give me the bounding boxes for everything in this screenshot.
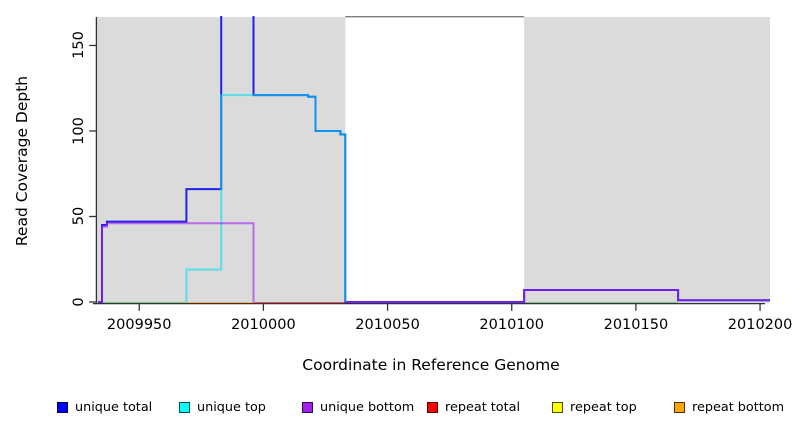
- legend-swatch-icon: [427, 401, 438, 413]
- x-axis-title: Coordinate in Reference Genome: [302, 356, 560, 374]
- x-tick-label: 2010000: [231, 317, 296, 333]
- y-tick-label: 50: [71, 207, 87, 226]
- legend-item: unique bottom: [302, 399, 414, 415]
- x-tick-label: 2010200: [727, 317, 792, 333]
- legend-label: repeat top: [570, 399, 637, 415]
- repeat-region-right: [524, 17, 770, 304]
- legend-swatch-icon: [552, 401, 563, 413]
- x-tick-label: 2010100: [479, 317, 545, 333]
- legend-label: unique total: [75, 399, 153, 415]
- legend-label: repeat total: [445, 399, 521, 415]
- legend-item: repeat bottom: [674, 399, 784, 415]
- legend-label: unique top: [197, 399, 266, 415]
- legend-item: repeat total: [427, 399, 520, 415]
- y-tick-label: 0: [71, 297, 87, 307]
- series-unique-bottom-line-right: [345, 289, 770, 303]
- legend-label: repeat bottom: [692, 399, 785, 415]
- legend-swatch-icon: [179, 401, 190, 413]
- legend-swatch-icon: [302, 401, 313, 413]
- legend-item: unique total: [57, 399, 152, 415]
- legend: unique total unique top unique bottom repea…: [0, 399, 792, 421]
- legend-item: unique top: [179, 399, 266, 415]
- legend-item: repeat top: [552, 399, 637, 415]
- y-axis-title: Read Coverage Depth: [13, 75, 31, 247]
- legend-swatch-icon: [57, 401, 68, 413]
- x-tick-label: 2009950: [106, 317, 172, 333]
- series-unique-top-line: [185, 94, 347, 302]
- series-unique-bottom-line-left: [98, 222, 255, 303]
- legend-label: unique bottom: [320, 399, 415, 415]
- x-tick-label: 2010150: [603, 317, 669, 333]
- x-tick-label: 2010050: [355, 317, 420, 333]
- y-tick-label: 100: [71, 117, 87, 145]
- legend-swatch-icon: [674, 401, 685, 413]
- y-tick-label: 150: [71, 31, 87, 60]
